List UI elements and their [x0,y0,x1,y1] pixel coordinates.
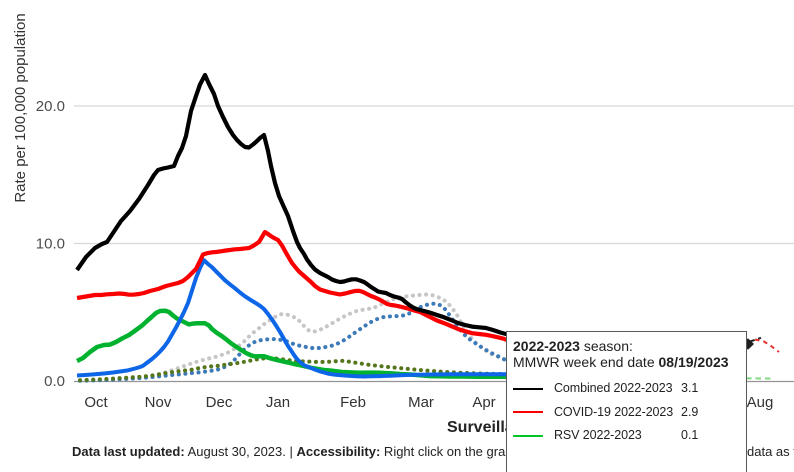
svg-text:Feb: Feb [340,394,366,411]
svg-text:Aug: Aug [747,394,774,411]
svg-text:Mar: Mar [408,394,434,411]
svg-text:Nov: Nov [145,394,172,411]
svg-text:0.0: 0.0 [44,373,65,390]
svg-text:Jan: Jan [266,394,290,411]
svg-text:20.0: 20.0 [36,98,65,115]
svg-text:Dec: Dec [206,394,233,411]
svg-text:Apr: Apr [472,394,495,411]
svg-text:Oct: Oct [84,394,108,411]
svg-text:Rate per 100,000 population: Rate per 100,000 population [12,13,29,202]
svg-text:10.0: 10.0 [36,236,65,253]
